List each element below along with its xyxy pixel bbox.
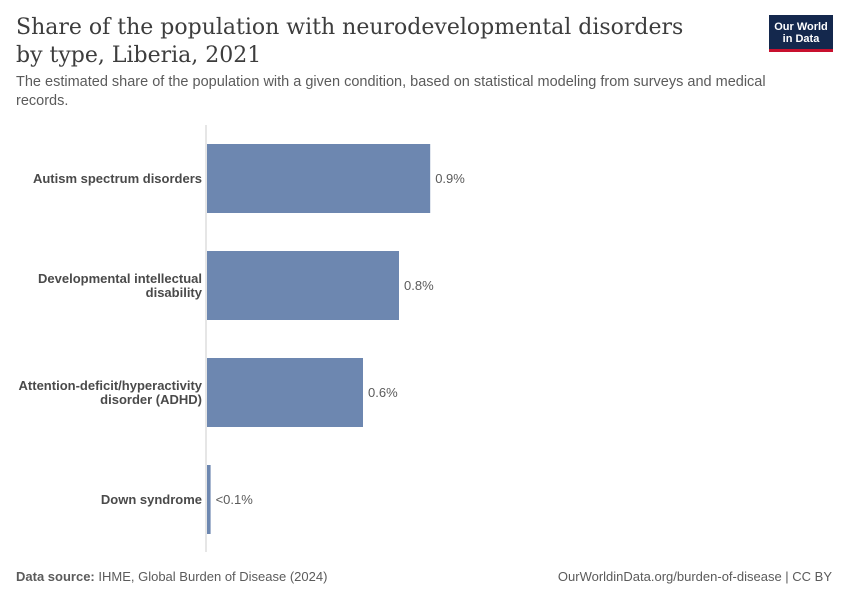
category-label: Attention-deficit/hyperactivity disorder … bbox=[19, 378, 203, 407]
owid-logo[interactable]: Our World in Data bbox=[769, 15, 833, 52]
chart-subtitle: The estimated share of the population wi… bbox=[16, 74, 766, 109]
data-source: Data source: IHME, Global Burden of Dise… bbox=[16, 569, 327, 584]
bar[interactable] bbox=[207, 144, 431, 213]
bar[interactable] bbox=[207, 465, 211, 534]
category-label: Autism spectrum disorders bbox=[33, 171, 202, 186]
value-label: <0.1% bbox=[216, 492, 254, 507]
chart-title: Share of the population with neurodevelo… bbox=[16, 15, 684, 68]
logo-line-1: Our World bbox=[774, 21, 828, 33]
logo-line-2: in Data bbox=[782, 33, 820, 45]
footer-credit[interactable]: OurWorldinData.org/burden-of-disease | C… bbox=[557, 569, 832, 584]
bar[interactable] bbox=[207, 358, 363, 427]
value-label: 0.9% bbox=[435, 171, 465, 186]
value-label: 0.8% bbox=[404, 278, 434, 293]
data-source-label: Data source: bbox=[16, 569, 95, 584]
category-label: Developmental intellectual disability bbox=[38, 271, 203, 300]
bar[interactable] bbox=[207, 251, 399, 320]
data-source-link[interactable]: IHME, Global Burden of Disease (2024) bbox=[98, 569, 328, 584]
value-label: 0.6% bbox=[368, 385, 398, 400]
category-label: Down syndrome bbox=[101, 492, 202, 507]
